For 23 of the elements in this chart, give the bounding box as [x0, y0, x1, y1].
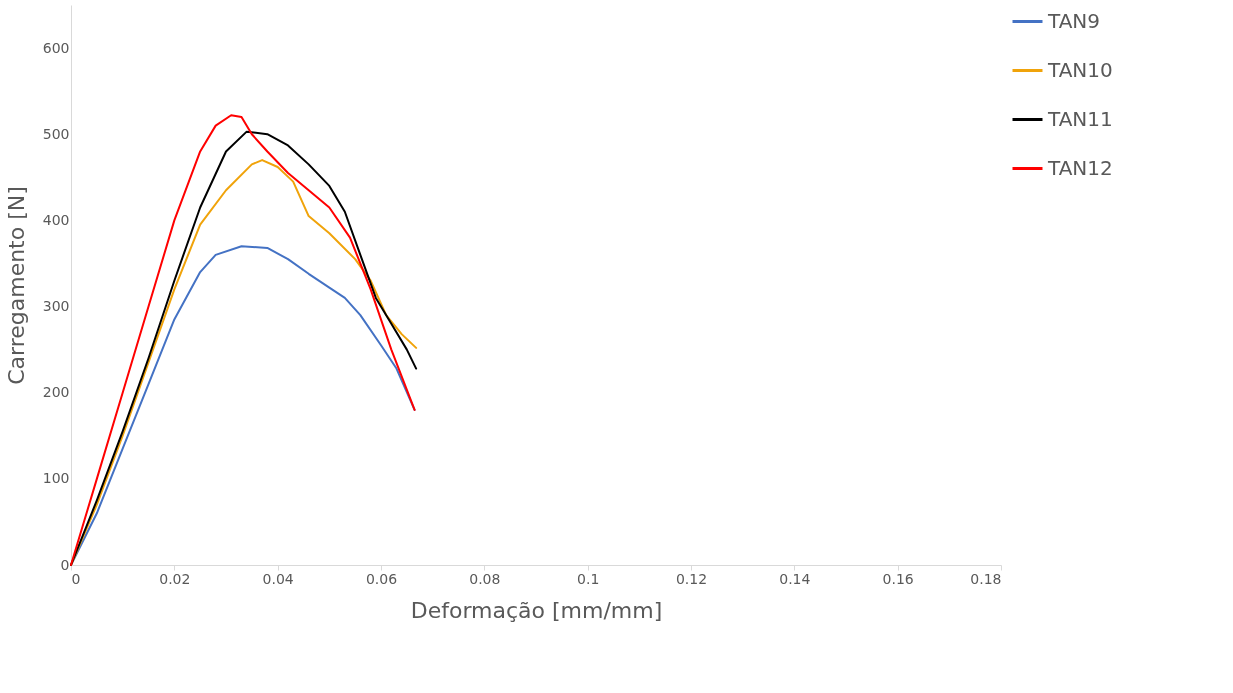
y-tick-label: 100 [42, 470, 70, 487]
x-tick-label: 0.04 [262, 570, 294, 587]
x-tick-label: 0.14 [779, 570, 811, 587]
x-tick-label: 0 [71, 570, 81, 587]
x-tick-label: 0.08 [469, 570, 501, 587]
x-tick-label: 0.18 [970, 570, 1002, 587]
y-tick-label: 600 [42, 39, 70, 56]
y-tick-label: 400 [42, 211, 70, 228]
x-tick-label: 0.02 [159, 570, 191, 587]
legend-label: TAN10 [1047, 57, 1113, 82]
x-axis-title: Deformação [mm/mm] [410, 597, 663, 623]
x-tick-label: 0.1 [577, 570, 600, 587]
y-tick-label: 0 [60, 556, 70, 573]
y-tick-label: 300 [42, 298, 70, 315]
y-tick-label: 200 [42, 384, 70, 401]
legend-label: TAN12 [1047, 155, 1113, 180]
y-axis-title: Carregamento [N] [3, 186, 29, 385]
legend-label: TAN9 [1047, 8, 1101, 33]
x-tick-label: 0.12 [675, 570, 708, 587]
x-tick-label: 0.06 [365, 570, 398, 587]
y-tick-label: 500 [42, 125, 70, 142]
legend-label: TAN11 [1047, 106, 1113, 131]
x-tick-label: 0.16 [882, 570, 914, 587]
